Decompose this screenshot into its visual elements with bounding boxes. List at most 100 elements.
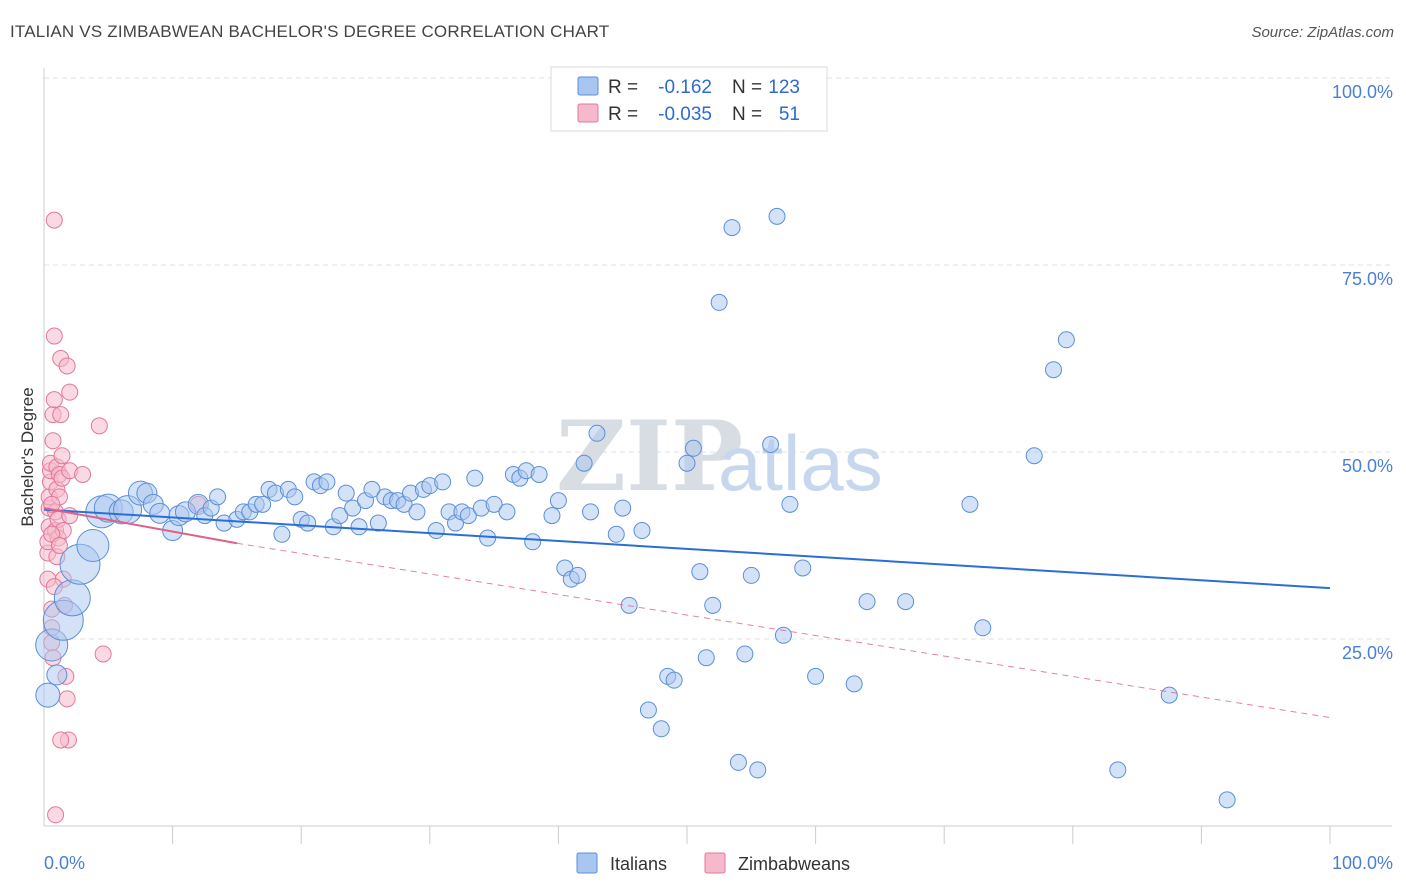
italians-point (704, 596, 722, 614)
italians-point (485, 495, 503, 513)
axes (43, 68, 1392, 844)
zimbabweans-point (52, 406, 70, 424)
italians-point (254, 495, 272, 513)
italians-point (665, 671, 683, 689)
series-legend-swatch-zimbabweans (704, 852, 726, 874)
italians-point (299, 514, 317, 532)
chart-title: ITALIAN VS ZIMBABWEAN BACHELOR'S DEGREE … (10, 22, 610, 41)
italians-point (678, 454, 696, 472)
italians-point (633, 522, 651, 540)
italians-points (35, 207, 1236, 809)
y-tick-label: 25.0% (1342, 643, 1393, 663)
italians-point (639, 701, 657, 719)
x-tick-label: 0.0% (44, 853, 85, 873)
trend-lines (43, 507, 1331, 719)
watermark: ZIP atlas (556, 400, 883, 513)
italians-point (1218, 791, 1236, 809)
italians-point (286, 488, 304, 506)
legend-n-value-italians: 123 (768, 77, 800, 98)
italians-point (974, 619, 992, 637)
grid-lines (44, 77, 1392, 640)
italians-point (575, 454, 593, 472)
zimbabweans-trend-extension (236, 542, 1331, 719)
zimbabweans-point (44, 432, 62, 450)
italians-point (498, 503, 516, 521)
correlation-legend: R = -0.162 N = 123 R = -0.035 N = 51 (550, 66, 828, 132)
italians-point (710, 293, 728, 311)
italians-point (768, 207, 786, 225)
italians-point (149, 502, 171, 524)
italians-point (543, 507, 561, 525)
italians-point (350, 518, 368, 536)
italians-point (736, 645, 754, 663)
legend-r-label-italians: R = (608, 77, 638, 98)
italians-point (344, 499, 362, 517)
legend-swatch-zimbabweans (577, 103, 599, 123)
legend-n-label-zimbabweans: N = (732, 104, 762, 125)
italians-point (459, 507, 477, 525)
italians-point (427, 522, 445, 540)
italians-point (588, 424, 606, 442)
italians-point (652, 720, 670, 738)
legend-n-label-italians: N = (732, 77, 762, 98)
italians-point (408, 503, 426, 521)
italians-point (781, 495, 799, 513)
italians-point (1109, 761, 1127, 779)
zimbabweans-point (53, 447, 71, 465)
italians-point (273, 525, 291, 543)
zimbabweans-point (90, 417, 108, 435)
italians-point (961, 495, 979, 513)
italians-point (530, 465, 548, 483)
italians-point (524, 533, 542, 551)
zimbabweans-point (50, 537, 68, 554)
watermark-atlas: atlas (718, 419, 883, 507)
zimbabweans-point (58, 690, 76, 708)
italians-point (794, 559, 812, 577)
y-axis-title: Bachelor's Degree (18, 387, 37, 526)
italians-point (466, 469, 484, 487)
italians-point (1025, 447, 1043, 465)
italians-point (614, 499, 632, 517)
series-legend-label-zimbabweans: Zimbabweans (738, 854, 850, 874)
italians-point (363, 480, 381, 498)
italians-point (742, 566, 760, 584)
zimbabweans-point (45, 391, 63, 409)
italians-point (434, 473, 452, 491)
italians-point (697, 649, 715, 667)
y-tick-label: 50.0% (1342, 456, 1393, 476)
italians-point (209, 488, 227, 506)
italians-point (858, 593, 876, 611)
italians-point (369, 514, 387, 532)
zimbabweans-point (52, 731, 70, 749)
tick-labels: 25.0% 50.0% 75.0% 100.0% 0.0% 100.0% (44, 82, 1393, 873)
italians-point (845, 675, 863, 693)
italians-point (76, 529, 110, 562)
zimbabweans-point (45, 327, 63, 345)
italians-point (35, 682, 61, 708)
italians-point (318, 473, 336, 491)
series-legend-label-italians: Italians (610, 854, 667, 874)
italians-point (53, 579, 91, 617)
italians-point (723, 219, 741, 237)
legend-swatch-italians (577, 76, 599, 96)
legend-r-value-zimbabweans: -0.035 (658, 104, 712, 125)
legend-r-value-italians: -0.162 (658, 77, 712, 98)
italians-point (46, 664, 68, 686)
italians-point (774, 626, 792, 644)
italians-point (549, 492, 567, 510)
zimbabweans-trend-line (43, 507, 238, 545)
zimbabweans-point (45, 211, 63, 229)
y-tick-label: 100.0% (1332, 82, 1393, 102)
x-tick-label: 100.0% (1332, 853, 1393, 873)
italians-point (582, 503, 600, 521)
zimbabweans-point (94, 645, 112, 663)
zimbabweans-point (61, 383, 79, 401)
italians-point (749, 761, 767, 779)
italians-point (684, 439, 702, 457)
italians-point (1057, 331, 1075, 349)
italians-point (1160, 686, 1178, 704)
italians-point (337, 484, 355, 502)
italians-point (807, 667, 825, 685)
zimbabweans-point (74, 465, 92, 483)
